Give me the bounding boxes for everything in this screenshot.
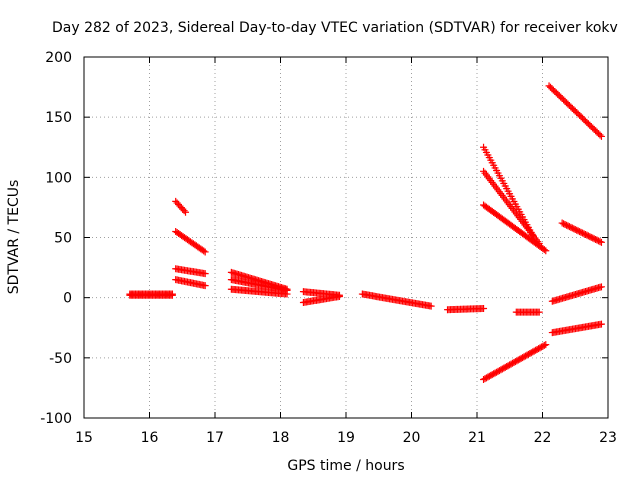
data-point bbox=[542, 341, 550, 349]
series-arc-17 bbox=[480, 341, 550, 383]
series-arc-5 bbox=[172, 265, 209, 278]
data-point bbox=[542, 247, 550, 255]
data-point bbox=[182, 208, 190, 216]
y-tick-label: 150 bbox=[45, 110, 72, 126]
series-arc-20 bbox=[558, 219, 605, 246]
x-tick-label: 18 bbox=[272, 430, 290, 446]
series-arc-11 bbox=[299, 292, 343, 306]
x-tick-label: 21 bbox=[468, 430, 486, 446]
x-tick-label: 19 bbox=[337, 430, 355, 446]
data-point bbox=[201, 248, 209, 256]
series-arc-4 bbox=[172, 227, 209, 256]
data-point bbox=[540, 246, 548, 254]
series-arc-22 bbox=[548, 320, 605, 337]
y-axis-label: SDTVAR / TECUs bbox=[6, 180, 22, 295]
series-arc-12 bbox=[358, 290, 435, 310]
y-tick-label: -50 bbox=[49, 351, 72, 367]
data-point bbox=[535, 308, 543, 316]
x-tick-label: 23 bbox=[599, 430, 617, 446]
x-tick-label: 16 bbox=[141, 430, 159, 446]
x-tick-label: 17 bbox=[206, 430, 224, 446]
series-arc-13 bbox=[444, 304, 488, 314]
series-arc-3 bbox=[172, 197, 190, 216]
series-arc-2 bbox=[126, 290, 176, 298]
data-point bbox=[201, 282, 209, 290]
series-arc-19 bbox=[545, 82, 605, 140]
series-arc-21 bbox=[548, 283, 605, 305]
data-point bbox=[335, 292, 343, 300]
series-arc-6 bbox=[172, 276, 209, 290]
data-point bbox=[200, 247, 208, 255]
series-arc-9 bbox=[227, 285, 291, 298]
x-axis-label: GPS time / hours bbox=[287, 458, 404, 474]
chart-title: Day 282 of 2023, Sidereal Day-to-day VTE… bbox=[52, 20, 618, 36]
data-point bbox=[597, 132, 605, 140]
series-arc-16 bbox=[480, 201, 550, 255]
y-tick-label: 200 bbox=[45, 50, 72, 66]
grid bbox=[84, 57, 608, 418]
y-tick-label: -100 bbox=[40, 411, 72, 427]
data-points bbox=[126, 82, 605, 383]
data-point bbox=[480, 304, 488, 312]
y-tick-label: 50 bbox=[54, 231, 72, 247]
series-arc-8 bbox=[227, 276, 291, 294]
data-point bbox=[597, 238, 605, 246]
y-tick-label: 100 bbox=[45, 170, 72, 186]
data-point bbox=[596, 131, 604, 139]
data-point bbox=[540, 341, 548, 349]
data-point bbox=[180, 207, 188, 215]
x-tick-label: 20 bbox=[403, 430, 421, 446]
x-tick-label: 15 bbox=[75, 430, 93, 446]
axis-ticks: 15 16 17 18 19 20 21 22 23 -100 -50 0 50 100 150 200 bbox=[40, 50, 617, 446]
series-arc-15 bbox=[480, 167, 543, 248]
series-arc-18 bbox=[512, 308, 543, 316]
y-tick-label: 0 bbox=[63, 291, 72, 307]
data-point bbox=[168, 290, 176, 298]
data-point bbox=[283, 290, 291, 298]
data-point bbox=[597, 283, 605, 291]
data-point bbox=[201, 270, 209, 278]
data-point bbox=[597, 320, 605, 328]
data-point bbox=[596, 238, 604, 246]
x-tick-label: 22 bbox=[534, 430, 552, 446]
data-point bbox=[427, 302, 435, 310]
